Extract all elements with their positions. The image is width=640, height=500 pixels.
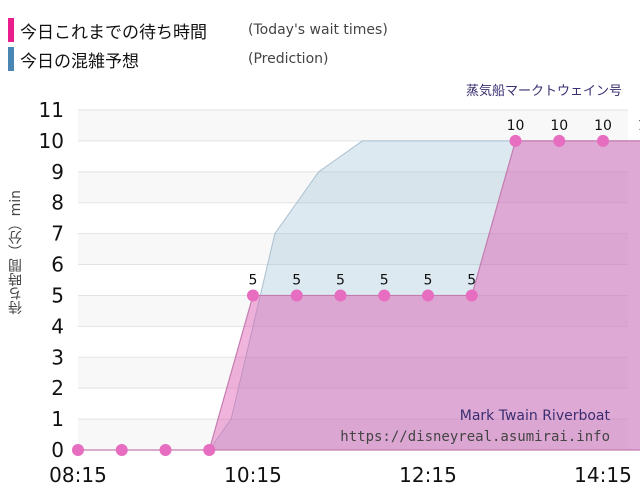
data-point <box>378 289 391 302</box>
plot-band <box>78 233 628 265</box>
y-tick-label: 2 <box>51 376 64 400</box>
y-tick-label: 1 <box>51 407 64 431</box>
y-tick-label: 7 <box>51 222 64 246</box>
plot-band <box>78 171 628 203</box>
y-tick-label: 0 <box>51 438 64 462</box>
wait-time-area <box>78 140 640 451</box>
y-tick-label: 4 <box>51 314 64 338</box>
data-label: 5 <box>336 272 345 288</box>
data-point <box>203 444 216 456</box>
data-point <box>597 134 609 147</box>
watermark-url: https://disneyreal.asumirai.info <box>340 429 610 445</box>
data-point <box>509 134 522 147</box>
data-point <box>159 444 172 456</box>
data-point <box>422 289 434 302</box>
legend-today-swatch <box>8 18 14 42</box>
legend-today-sub: (Today's wait times) <box>248 22 388 38</box>
data-point <box>553 134 566 147</box>
legend-prediction-label: 今日の混雑予想 <box>20 51 139 72</box>
data-point <box>334 289 347 302</box>
y-tick-label: 10 <box>39 129 64 153</box>
y-tick-label: 5 <box>51 283 64 307</box>
y-tick-label: 6 <box>51 253 64 277</box>
x-tick-label: 14:15 <box>574 463 632 487</box>
x-tick-label: 10:15 <box>224 463 282 487</box>
plot-band <box>78 140 628 172</box>
legend-prediction-sub: (Prediction) <box>248 51 329 67</box>
y-tick-label: 3 <box>51 345 64 369</box>
plot-band <box>78 357 628 389</box>
data-point <box>115 444 128 456</box>
attraction-name: 蒸気船マークトウェイン号 <box>465 84 622 99</box>
plot-band <box>78 388 628 420</box>
plot-band <box>78 110 628 141</box>
legend-today-label: 今日これまでの待ち時間 <box>20 22 207 43</box>
data-label: 5 <box>380 272 389 288</box>
data-point <box>72 444 84 456</box>
data-point <box>465 289 478 302</box>
legend-today: 今日これまでの待ち時間 (Today's wait times) <box>8 18 388 43</box>
data-label: 10 <box>638 118 640 134</box>
plot-band <box>78 326 628 358</box>
data-label: 10 <box>594 118 612 134</box>
y-tick-label: 11 <box>39 98 64 122</box>
data-label: 5 <box>467 272 476 288</box>
plot-band <box>78 202 628 234</box>
plot-band <box>78 295 628 327</box>
watermark-name: Mark Twain Riverboat <box>460 408 611 424</box>
data-label: 5 <box>424 272 433 288</box>
data-point <box>290 289 303 302</box>
data-label: 5 <box>292 272 301 288</box>
plot-band <box>78 264 628 296</box>
plot-band <box>78 419 628 450</box>
y-tick-label: 9 <box>51 160 64 184</box>
data-point <box>247 289 259 302</box>
y-tick-label: 8 <box>51 191 64 215</box>
x-tick-label: 12:15 <box>399 463 457 487</box>
data-label: 5 <box>249 272 258 288</box>
legend-prediction: 今日の混雑予想 (Prediction) <box>8 47 329 72</box>
legend-prediction-swatch <box>8 47 14 71</box>
x-tick-label: 08:15 <box>49 463 107 487</box>
data-label: 10 <box>550 118 568 134</box>
data-label: 10 <box>507 118 525 134</box>
